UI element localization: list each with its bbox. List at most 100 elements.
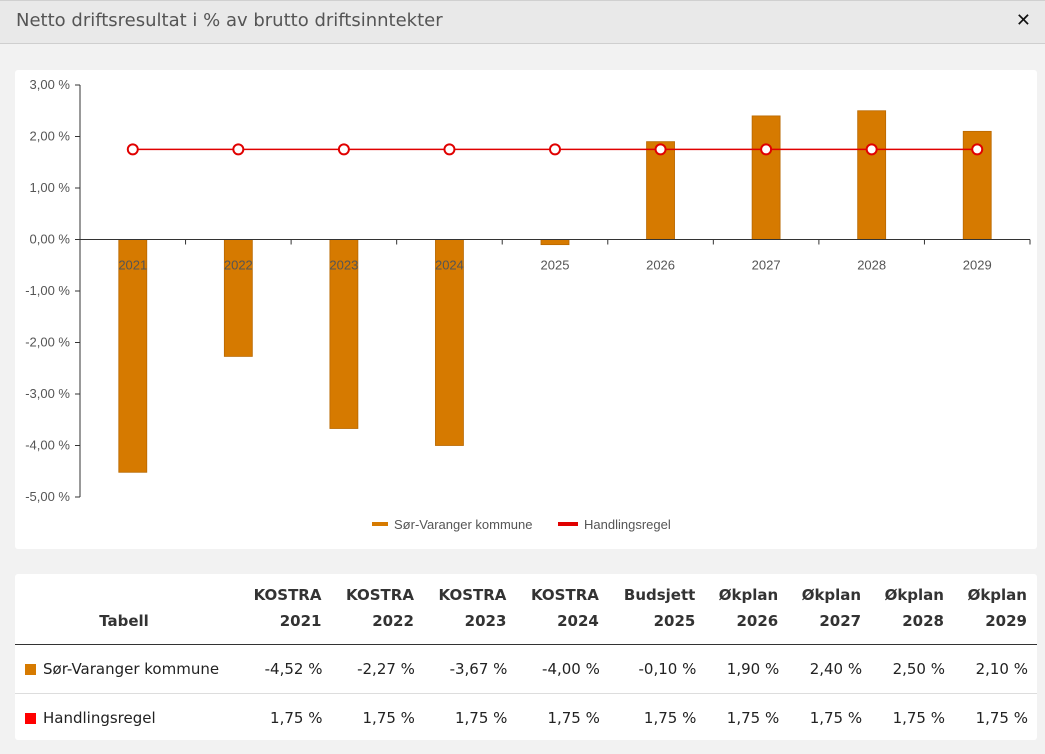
value-cell: -4,52 %: [239, 644, 332, 694]
column-header-line: 2029: [985, 612, 1027, 630]
column-header-line: KOSTRA: [438, 586, 507, 604]
column-header-line: 2023: [464, 612, 507, 630]
value-cell: 1,75 %: [362, 709, 415, 727]
x-tick-label: 2024: [435, 258, 464, 273]
value-cell: -0,10 %: [608, 644, 706, 694]
y-tick-label: -3,00 %: [25, 386, 70, 401]
column-header: KOSTRA 2023: [423, 574, 517, 645]
table-row: Handlingsregel 1,75 % 1,75 % 1,75 % 1,75 % 1,…: [15, 694, 1037, 743]
row-label: Handlingsregel: [43, 709, 156, 727]
bar-2027: [751, 115, 781, 240]
data-table: Tabell KOSTRA 2021 KOSTRA 2022 KOSTRA 2023 KOST…: [15, 574, 1037, 742]
value-cell: 1,75 %: [547, 709, 600, 727]
bar-2023: [329, 239, 359, 429]
column-header-line: 2024: [557, 612, 599, 630]
x-tick-label: 2027: [752, 258, 781, 273]
column-header: Økplan 2027: [788, 574, 872, 645]
x-tick-label: 2021: [118, 258, 147, 273]
value-cell: 1,75 %: [726, 709, 780, 727]
legend-swatch-bar: [372, 522, 388, 526]
column-header: Økplan 2029: [954, 574, 1037, 645]
row-label-cell: Handlingsregel: [15, 694, 239, 743]
column-header-line: 2025: [653, 612, 696, 630]
line-point-2021: [126, 143, 139, 156]
y-tick-label: 3,00 %: [30, 77, 71, 92]
legend-swatch-icon: [25, 713, 36, 724]
column-header-line: KOSTRA: [530, 586, 599, 604]
value-cell: 2,40 %: [788, 644, 872, 694]
row-label: Sør-Varanger kommune: [43, 660, 220, 678]
column-header-line: 2022: [372, 612, 414, 630]
y-tick-label: -5,00 %: [25, 489, 70, 504]
data-table-card: Tabell KOSTRA 2021 KOSTRA 2022 KOSTRA 2023 KOST…: [15, 574, 1037, 740]
column-header-line: Økplan: [718, 586, 779, 604]
value-cell: -2,27 %: [331, 644, 424, 694]
y-tick-label: 1,00 %: [30, 180, 71, 195]
dialog-title: Netto driftsresultat i % av brutto drift…: [16, 10, 443, 31]
value-cell: -3,67 %: [423, 644, 517, 694]
line-point-2028: [865, 143, 878, 156]
column-header-line: Økplan: [884, 586, 944, 604]
value-cell: 1,75 %: [270, 709, 323, 727]
y-tick-label: 2,00 %: [30, 129, 71, 144]
bar-2026: [646, 141, 675, 240]
bar-2025: [540, 239, 570, 246]
column-header: KOSTRA 2022: [331, 574, 424, 645]
x-tick-label: 2028: [857, 258, 886, 273]
y-tick-label: -4,00 %: [25, 438, 70, 453]
x-tick-label: 2026: [646, 258, 675, 273]
y-tick-label: -1,00 %: [25, 283, 70, 298]
line-point-2029: [971, 143, 984, 156]
column-header: Budsjett 2025: [608, 574, 706, 645]
column-header-line: KOSTRA: [346, 586, 414, 604]
value-cell: 1,75 %: [892, 709, 945, 727]
dialog-header: Netto driftsresultat i % av brutto drift…: [0, 0, 1045, 44]
column-header: KOSTRA 2024: [516, 574, 609, 645]
value-cell: 2,10 %: [954, 644, 1037, 694]
column-header-line: Økplan: [967, 586, 1027, 604]
value-cell: 1,75 %: [643, 709, 697, 727]
column-header: Økplan 2026: [705, 574, 789, 645]
legend-swatch-icon: [25, 664, 36, 675]
x-tick-label: 2023: [329, 258, 358, 273]
value-cell: 1,75 %: [975, 709, 1028, 727]
column-header-line: Budsjett: [623, 586, 696, 604]
line-point-2023: [337, 143, 350, 156]
x-tick-label: 2025: [541, 258, 570, 273]
y-tick-label: -2,00 %: [25, 335, 70, 350]
x-tick-label: 2022: [224, 258, 253, 273]
column-header: KOSTRA 2021: [239, 574, 332, 645]
column-header-line: Økplan: [801, 586, 862, 604]
legend: Sør-Varanger kommune Handlingsregel: [372, 517, 671, 532]
legend-swatch-line: [558, 522, 578, 526]
bar-2028: [857, 110, 887, 240]
line-point-2025: [549, 143, 561, 156]
table-row: Sør-Varanger kommune -4,52 % -2,27 % -3,67 …: [15, 644, 1037, 694]
value-cell: 1,75 %: [809, 709, 863, 727]
column-header: Økplan 2028: [871, 574, 954, 645]
legend-label: Handlingsregel: [584, 517, 671, 532]
line-point-2024: [443, 143, 456, 156]
bar-2024: [435, 239, 464, 446]
value-cell: 2,50 %: [871, 644, 954, 694]
value-cell: 1,90 %: [705, 644, 789, 694]
column-header-line: 2027: [819, 612, 862, 630]
column-header-line: 2028: [902, 612, 944, 630]
bar-line-chart: 3,00 % 2,00 % 1,00 % 0,00 % -1,00 % -2,00 % -3…: [25, 77, 1031, 532]
column-header-line: 2026: [736, 612, 779, 630]
line-point-2027: [760, 143, 773, 156]
column-header-line: KOSTRA: [253, 586, 322, 604]
chart-card: 3,00 % 2,00 % 1,00 % 0,00 % -1,00 % -2,00 % -3…: [15, 70, 1037, 549]
x-tick-label: 2029: [963, 258, 992, 273]
value-cell: -4,00 %: [516, 644, 609, 694]
line-point-2022: [232, 143, 245, 156]
close-icon[interactable]: ✕: [1015, 10, 1031, 31]
column-header-line: 2021: [279, 612, 322, 630]
table-header-label: Tabell: [15, 574, 239, 645]
y-tick-label: 0,00 %: [30, 232, 71, 247]
row-label-cell: Sør-Varanger kommune: [15, 644, 239, 694]
bar-2021: [118, 239, 148, 473]
value-cell: 1,75 %: [454, 709, 508, 727]
line-point-2026: [654, 143, 667, 156]
legend-label: Sør-Varanger kommune: [394, 517, 532, 532]
